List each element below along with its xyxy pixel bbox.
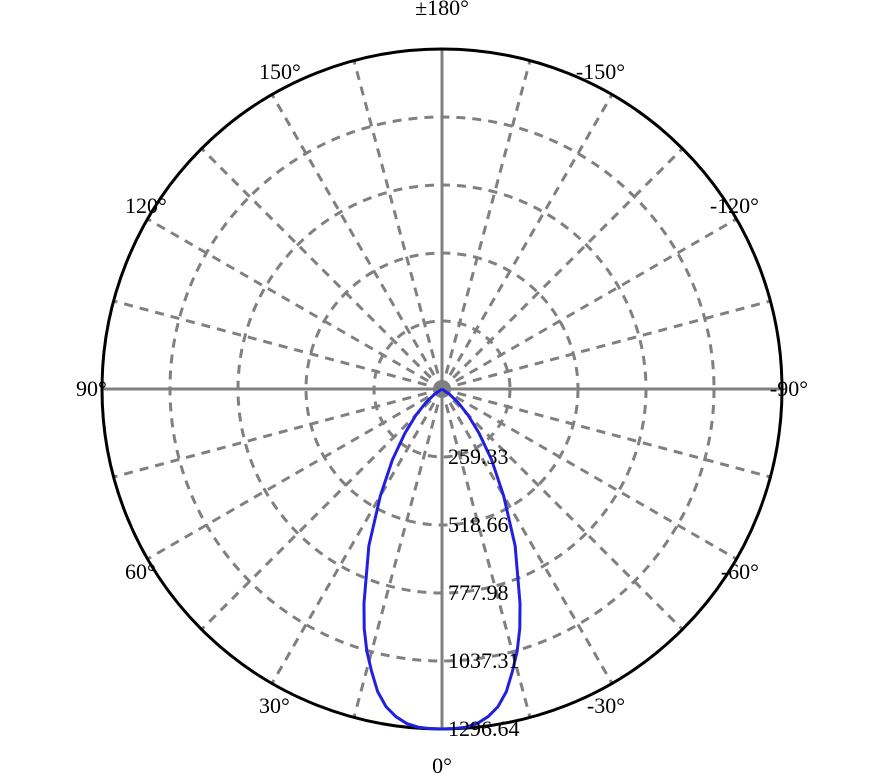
ring-label: 1296.64 [448,716,520,741]
angle-label: -60° [721,559,759,584]
angle-label: 120° [125,193,167,218]
angle-label: -30° [587,693,625,718]
angle-label: -90° [770,376,808,401]
angle-label: 30° [259,693,290,718]
ring-label: 518.66 [448,512,509,537]
angle-label: -120° [710,193,759,218]
angle-label: 150° [259,59,301,84]
angle-label: 90° [76,376,107,401]
angle-label: -150° [576,59,625,84]
angle-label: 60° [125,559,156,584]
ring-label: 777.98 [448,580,509,605]
ring-label: 259.33 [448,444,509,469]
ring-label: 1037.31 [448,648,520,673]
angle-label: ±180° [415,0,469,20]
polar-chart: 259.33 518.66 777.98 1037.31 1296.64 0° 30° 60°… [0,0,884,777]
angle-label: 0° [432,753,452,777]
